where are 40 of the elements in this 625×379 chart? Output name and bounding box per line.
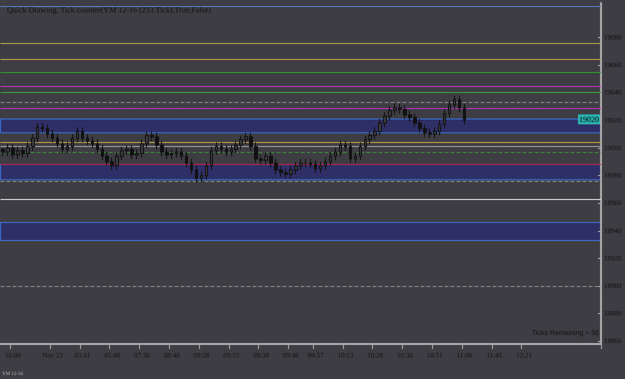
- candlestick: [41, 122, 44, 134]
- candlestick: [66, 142, 69, 154]
- candlestick: [314, 160, 317, 174]
- candlestick: [334, 147, 337, 161]
- candlestick: [91, 136, 94, 148]
- candlestick: [200, 170, 203, 183]
- candlestick: [190, 158, 193, 175]
- candlestick: [185, 152, 188, 168]
- candlestick: [324, 157, 327, 171]
- candlestick: [195, 165, 198, 183]
- candlestick: [344, 140, 347, 152]
- candlestick: [56, 134, 59, 148]
- candlestick: [339, 140, 342, 157]
- candlestick: [220, 142, 223, 154]
- annotation: 19020: [579, 114, 599, 124]
- candlestick: [354, 152, 357, 164]
- candlestick: [61, 139, 64, 154]
- candlestick: [443, 108, 446, 130]
- candlestick: [329, 152, 332, 166]
- candlestick: [51, 130, 54, 143]
- candlestick: [359, 142, 362, 161]
- candlestick: [180, 147, 183, 161]
- candlestick: [349, 142, 352, 164]
- candlestick: [463, 103, 466, 125]
- candlestick: [71, 134, 74, 152]
- candlestick: [175, 147, 178, 158]
- candlestick: [205, 161, 208, 180]
- candlestick: [86, 134, 89, 146]
- candlestick: [215, 142, 218, 156]
- candlestick: [309, 158, 312, 170]
- candlestick: [458, 95, 461, 113]
- candlestick: [225, 144, 228, 157]
- candlestick: [96, 139, 99, 154]
- candlestick: [448, 100, 451, 118]
- candlestick: [46, 124, 49, 139]
- candlestick: [453, 95, 456, 110]
- candlestick: [319, 161, 322, 174]
- candlestick: [210, 146, 213, 171]
- candlestick: [81, 126, 84, 143]
- candlestick: [76, 126, 79, 143]
